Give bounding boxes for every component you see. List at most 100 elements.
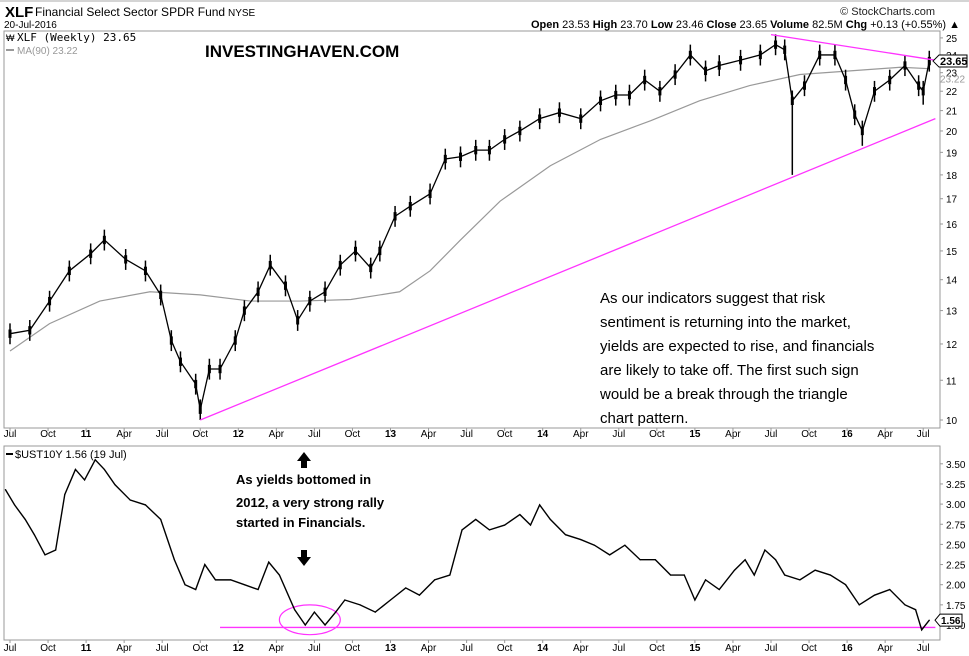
yield-point	[4, 488, 7, 491]
y-tick-label: 17	[946, 195, 958, 206]
price-candle	[308, 296, 312, 306]
yield-point	[914, 609, 917, 611]
yield-point	[704, 579, 707, 581]
yield-point	[144, 504, 147, 506]
price-candle	[774, 40, 778, 49]
annotation-line: yields are expected to rise, and financi…	[600, 338, 874, 355]
price-candle	[378, 246, 382, 256]
price-candle	[658, 87, 662, 96]
yield-point	[129, 499, 131, 501]
price-candle	[474, 146, 478, 155]
price-candle	[207, 364, 211, 374]
yield-point	[639, 559, 641, 561]
yield-point	[243, 584, 245, 586]
yield-point	[921, 629, 923, 631]
high-label: High	[593, 19, 618, 31]
yield-point	[304, 624, 306, 626]
price-candle	[833, 50, 837, 60]
svg-text:Open 23.53 High 23.70: Open 23.53 High 23.70 Low 23.46 Close 23…	[531, 19, 960, 31]
x-tick-label: Apr	[573, 643, 589, 654]
x-tick-label: 11	[81, 643, 92, 654]
price-candle	[194, 379, 198, 389]
price-candle	[28, 326, 32, 335]
yield-point	[529, 524, 532, 526]
x-tick-label: Apr	[725, 643, 741, 654]
yield-x-axis: Jul Oct 11 Apr Jul Oct 12 Apr Jul Oct 13 Apr Jul Oct 1…	[4, 640, 930, 654]
yield-point	[374, 611, 376, 613]
volume-value: 82.5M	[812, 19, 843, 31]
trendline-support	[200, 118, 936, 421]
price-candle	[627, 90, 631, 100]
price-candle	[369, 263, 373, 273]
close-label: Close	[707, 19, 737, 31]
yield-annotation: As yields bottomed in 2012, a very strong…	[236, 472, 385, 530]
x-tick-label: Jul	[4, 429, 17, 440]
y-tick-label: 3.50	[946, 460, 966, 471]
x-tick-label: 13	[385, 643, 397, 654]
x-tick-label: Oct	[497, 429, 513, 440]
yield-point	[173, 559, 175, 561]
x-tick-label: Jul	[308, 643, 321, 654]
price-candle	[218, 364, 222, 374]
x-tick-label: Apr	[116, 643, 132, 654]
price-x-axis: Jul Oct 11 Apr Jul Oct 12 Apr Jul Oct 13 Apr Jul Oct 1…	[4, 428, 930, 440]
yield-point	[733, 569, 736, 571]
price-candle	[408, 202, 412, 211]
yield-point	[829, 574, 831, 576]
arrow-down-icon	[297, 550, 311, 566]
yield-point	[195, 588, 197, 591]
yield-point	[268, 561, 270, 563]
price-candle	[802, 81, 806, 90]
annotation-line: sentiment is returning into the market,	[600, 314, 851, 331]
x-tick-label: Jul	[917, 429, 930, 440]
price-candle	[844, 75, 848, 85]
x-tick-label: Jul	[460, 643, 473, 654]
annotation-line: 2012, a very strong rally	[236, 495, 385, 510]
price-candle	[296, 316, 300, 325]
x-tick-label: Oct	[40, 429, 56, 440]
x-tick-label: Oct	[192, 643, 208, 654]
x-tick-label: Jul	[612, 643, 625, 654]
yield-point	[564, 534, 567, 536]
x-tick-label: Apr	[421, 429, 437, 440]
y-tick-label: 1.75	[946, 601, 966, 612]
trendline-resistance	[770, 33, 936, 61]
last-price-box	[932, 54, 968, 68]
yield-point	[434, 579, 436, 581]
arrow-up-icon	[297, 452, 311, 468]
close-value: 23.65	[740, 19, 768, 31]
yield-point	[753, 574, 755, 576]
yield-point	[160, 518, 162, 521]
yield-point	[683, 574, 685, 576]
ma-value-label: 23.22	[940, 75, 965, 86]
price-candle	[673, 70, 677, 79]
x-tick-label: Jul	[156, 643, 169, 654]
y-tick-label: 22	[946, 87, 958, 98]
price-candle	[67, 266, 71, 276]
yield-point	[694, 599, 696, 601]
yield-point	[764, 549, 766, 551]
open-value: 23.53	[562, 19, 590, 31]
x-tick-label: Oct	[192, 429, 208, 440]
open-label: Open	[531, 19, 559, 31]
price-plot: 23.65 23.22	[8, 33, 968, 421]
x-tick-label: Apr	[421, 643, 437, 654]
yield-point	[405, 587, 407, 589]
watermark: INVESTINGHAVEN.COM	[205, 42, 399, 61]
yield-point	[44, 554, 46, 556]
y-tick-label: 15	[946, 247, 958, 258]
x-tick-label: 11	[81, 429, 92, 440]
x-tick-label: 12	[233, 643, 245, 654]
x-tick-label: Jul	[917, 643, 930, 654]
price-candle	[487, 146, 491, 155]
yield-point	[313, 611, 315, 613]
x-tick-label: Jul	[308, 429, 321, 440]
x-tick-label: Jul	[156, 429, 169, 440]
x-tick-label: Apr	[269, 643, 285, 654]
legend-xlf: XLF (Weekly) 23.65	[17, 31, 136, 44]
last-yield-label: 1.56	[941, 616, 961, 627]
symbol: XLF	[5, 4, 33, 21]
y-tick-label: 3.25	[946, 480, 966, 491]
yield-point	[64, 493, 66, 496]
